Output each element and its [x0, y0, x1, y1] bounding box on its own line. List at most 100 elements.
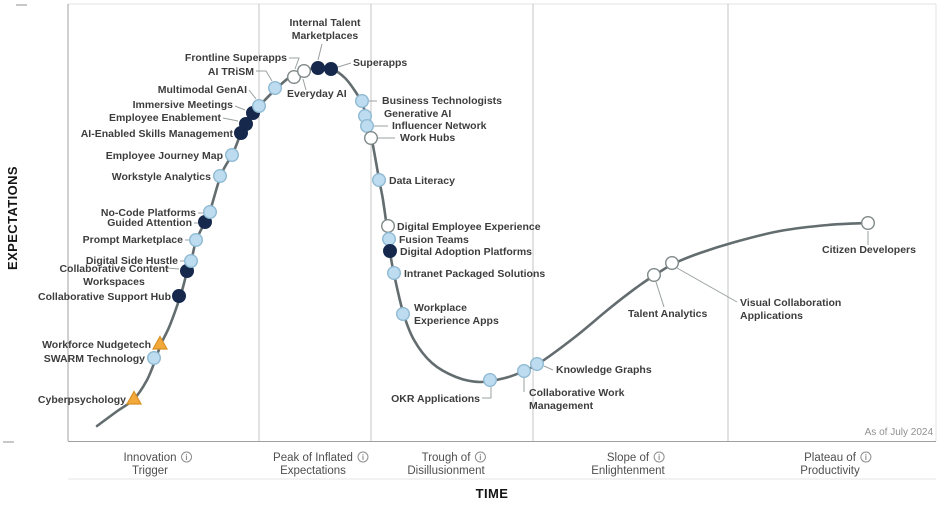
phase-label-innovation-trigger: Innovation: [123, 452, 176, 464]
marker-dot-visual-collaboration-applications[interactable]: [665, 256, 680, 271]
marker-dot-employee-journey-map[interactable]: [224, 147, 239, 162]
info-icon-letter-plateau-of-productivity: i: [865, 453, 867, 462]
phase-label-plateau-of-productivity: Productivity: [800, 465, 860, 477]
marker-dot-fusion-teams[interactable]: [382, 231, 397, 246]
marker-dot-employee-enablement[interactable]: [238, 116, 253, 131]
point-label-visual-collaboration-applications: Applications: [740, 310, 803, 322]
point-label-digital-side-hustle: Digital Side Hustle: [86, 255, 178, 267]
marker-triangle-workforce-nudgetech[interactable]: [151, 335, 169, 350]
point-label-knowledge-graphs: Knowledge Graphs: [556, 364, 652, 376]
leader-line-frontline-superapps: [289, 57, 300, 70]
point-label-influencer-network: Influencer Network: [392, 120, 487, 132]
marker-dot-talent-analytics[interactable]: [647, 268, 662, 283]
marker-dot-citizen-developers[interactable]: [861, 215, 876, 230]
point-label-workstyle-analytics: Workstyle Analytics: [112, 171, 211, 183]
info-icon-peak-of-inflated-expectations[interactable]: [357, 451, 369, 463]
leader-line-knowledge-graphs: [543, 365, 554, 371]
point-label-fusion-teams: Fusion Teams: [399, 234, 469, 246]
point-label-intranet-packaged-solutions: Intranet Packaged Solutions: [404, 268, 545, 280]
marker-dot-frontline-superapps[interactable]: [287, 69, 302, 84]
marker-dot-digital-employee-experience[interactable]: [381, 218, 396, 233]
phase-label-slope-of-enlightenment: Enlightenment: [591, 465, 665, 477]
info-icon-plateau-of-productivity[interactable]: [860, 451, 872, 463]
point-label-collaborative-work-management: Collaborative Work: [529, 387, 625, 399]
marker-dot-prompt-marketplace[interactable]: [188, 232, 203, 247]
point-label-superapps: Superapps: [353, 57, 407, 69]
marker-dot-no-code-platforms[interactable]: [202, 204, 217, 219]
point-label-internal-talent-marketplaces: Internal Talent: [290, 17, 361, 29]
marker-dot-multimodal-genai[interactable]: [251, 98, 266, 113]
phase-label-slope-of-enlightenment: Slope of: [607, 452, 650, 464]
point-label-employee-enablement: Employee Enablement: [109, 112, 222, 124]
marker-dot-ai-trism[interactable]: [268, 80, 283, 95]
marker-dot-workstyle-analytics[interactable]: [212, 168, 227, 183]
point-label-collaborative-content-workspaces: Workspaces: [83, 276, 145, 288]
marker-dot-internal-talent-marketplaces[interactable]: [311, 61, 326, 76]
point-label-workforce-nudgetech: Workforce Nudgetech: [42, 339, 151, 351]
info-icon-slope-of-enlightenment[interactable]: [653, 451, 665, 463]
marker-dot-superapps[interactable]: [324, 62, 339, 77]
as-of-date-note: As of July 2024: [865, 427, 934, 438]
markers-layer: [125, 61, 876, 405]
marker-dot-work-hubs[interactable]: [364, 130, 379, 145]
point-label-generative-ai: Generative AI: [384, 108, 451, 120]
point-label-employee-journey-map: Employee Journey Map: [106, 150, 223, 162]
point-label-okr-applications: OKR Applications: [391, 393, 480, 405]
marker-dot-swarm-technology[interactable]: [146, 351, 161, 366]
phase-label-peak-of-inflated-expectations: Expectations: [280, 465, 346, 477]
marker-dot-everyday-ai[interactable]: [297, 63, 312, 78]
point-label-collaborative-content-workspaces: Collaborative Content: [59, 263, 169, 275]
point-label-immersive-meetings: Immersive Meetings: [133, 99, 234, 111]
info-icon-innovation-trigger[interactable]: [181, 451, 193, 463]
marker-dot-intranet-packaged-solutions[interactable]: [387, 266, 402, 281]
point-label-swarm-technology: SWARM Technology: [44, 353, 145, 365]
marker-triangle-cyberpsychology[interactable]: [125, 390, 143, 405]
point-label-collaborative-support-hub: Collaborative Support Hub: [38, 291, 171, 303]
leader-line-superapps: [337, 62, 352, 68]
point-label-citizen-developers: Citizen Developers: [822, 244, 916, 256]
leader-line-internal-talent-marketplaces: [317, 43, 323, 61]
info-icon-trough-of-disillusionment[interactable]: [474, 451, 486, 463]
point-label-no-code-platforms: No-Code Platforms: [101, 207, 196, 219]
marker-dot-collaborative-work-management[interactable]: [517, 364, 532, 379]
info-icon-letter-slope-of-enlightenment: i: [658, 453, 660, 462]
phase-label-plateau-of-productivity: Plateau of: [804, 452, 857, 464]
point-label-collaborative-work-management: Management: [529, 400, 594, 412]
marker-dot-influencer-network[interactable]: [360, 118, 375, 133]
point-label-workplace-experience-apps: Experience Apps: [414, 315, 499, 327]
info-icon-letter-innovation-trigger: i: [185, 453, 187, 462]
info-icon-letter-peak-of-inflated-expectations: i: [362, 453, 364, 462]
point-label-cyberpsychology: Cyberpsychology: [38, 394, 126, 406]
leader-line-employee-enablement: [222, 117, 239, 122]
leader-lines-layer: [166, 43, 869, 399]
leader-line-everyday-ai: [302, 78, 307, 91]
marker-dot-business-technologists[interactable]: [355, 93, 370, 108]
point-labels-layer: Cyberpsychology SWARM Technology Workforce…: [38, 17, 916, 412]
point-label-ai-enabled-skills-management: AI-Enabled Skills Management: [81, 128, 234, 140]
x-axis-title: TIME: [476, 486, 509, 501]
phase-label-trough-of-disillusionment: Trough of: [422, 452, 472, 464]
marker-dot-okr-applications[interactable]: [483, 373, 498, 388]
marker-dot-digital-side-hustle[interactable]: [183, 253, 198, 268]
point-label-multimodal-genai: Multimodal GenAI: [158, 84, 247, 96]
point-label-prompt-marketplace: Prompt Marketplace: [83, 234, 184, 246]
phase-label-peak-of-inflated-expectations: Peak of Inflated: [273, 452, 353, 464]
point-label-workplace-experience-apps: Workplace: [414, 302, 467, 314]
point-label-talent-analytics: Talent Analytics: [628, 308, 708, 320]
marker-dot-workplace-experience-apps[interactable]: [396, 307, 411, 322]
marker-dot-knowledge-graphs[interactable]: [530, 357, 545, 372]
leader-line-talent-analytics: [655, 281, 665, 308]
leader-line-multimodal-genai: [248, 89, 257, 100]
point-label-digital-adoption-platforms: Digital Adoption Platforms: [400, 246, 532, 258]
y-axis-title: EXPECTATIONS: [5, 166, 20, 270]
point-label-business-technologists: Business Technologists: [382, 95, 502, 107]
marker-dot-collaborative-support-hub[interactable]: [171, 289, 186, 304]
leader-line-collaborative-content-workspaces: [166, 267, 180, 270]
phase-label-innovation-trigger: Trigger: [132, 465, 168, 477]
point-label-work-hubs: Work Hubs: [400, 132, 455, 144]
marker-dot-data-literacy[interactable]: [372, 172, 387, 187]
marker-dot-digital-adoption-platforms[interactable]: [383, 243, 398, 258]
